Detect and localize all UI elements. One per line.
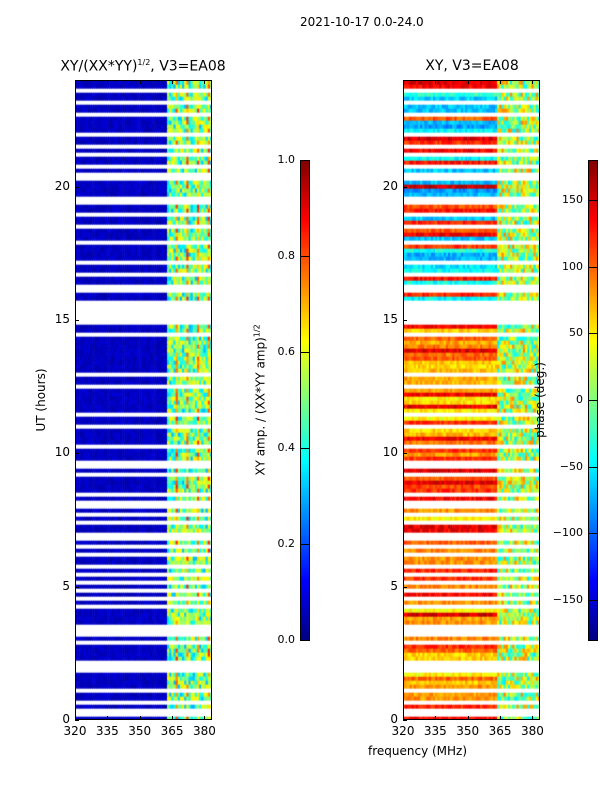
xtick-mark bbox=[532, 80, 534, 84]
xtick-label: 365 bbox=[488, 724, 512, 738]
ytick-label: 15 bbox=[382, 312, 398, 326]
ytick-mark bbox=[75, 453, 79, 455]
xtick-mark bbox=[467, 716, 469, 720]
xlabel: frequency (MHz) bbox=[368, 744, 468, 758]
colorbar-tick-label: 100 bbox=[562, 259, 583, 273]
colorbar-tick-label: 0.8 bbox=[277, 249, 296, 262]
xtick-mark bbox=[435, 716, 437, 720]
ytick-mark bbox=[75, 586, 79, 588]
colorbar-tick-label: 50 bbox=[569, 326, 583, 340]
amp-title-sup: 1/2 bbox=[137, 58, 151, 67]
ytick-mark bbox=[403, 186, 407, 188]
suptitle: 2021-10-17 0.0-24.0 bbox=[300, 15, 424, 29]
xtick-mark bbox=[500, 80, 502, 84]
xtick-label: 320 bbox=[63, 724, 87, 738]
amp-colorbar-label-sup: 1/2 bbox=[252, 324, 262, 338]
ytick-mark bbox=[403, 586, 407, 588]
xtick-mark bbox=[204, 80, 206, 84]
xtick-label: 350 bbox=[128, 724, 152, 738]
colorbar-tick-mark bbox=[588, 333, 598, 335]
xtick-mark bbox=[204, 716, 206, 720]
colorbar-tick-mark bbox=[588, 600, 598, 601]
ytick-label: 10 bbox=[382, 445, 398, 460]
amp-title-suffix: , V3=EA08 bbox=[150, 58, 226, 75]
colorbar-tick-mark bbox=[300, 448, 310, 449]
colorbar-tick-label: −150 bbox=[552, 593, 583, 606]
ytick-label: 10 bbox=[54, 445, 70, 460]
xtick-mark bbox=[500, 716, 502, 720]
ytick-mark bbox=[403, 453, 407, 455]
amp-title: XY/(XX*YY)1/2, V3=EA08 bbox=[60, 58, 225, 75]
colorbar-tick-label: 0.2 bbox=[277, 537, 296, 550]
colorbar-tick-mark bbox=[588, 400, 598, 401]
colorbar-tick-mark bbox=[300, 352, 310, 353]
colorbar-tick-label: 0.6 bbox=[277, 345, 296, 358]
colorbar-tick-mark bbox=[588, 200, 598, 201]
colorbar-tick-label: 0 bbox=[576, 393, 583, 406]
xtick-mark bbox=[107, 80, 109, 84]
phase-heatmap bbox=[403, 80, 540, 720]
xtick-mark bbox=[403, 80, 404, 84]
amp-ylabel: UT (hours) bbox=[34, 368, 48, 432]
ytick-mark bbox=[403, 320, 407, 321]
xtick-label: 320 bbox=[391, 724, 415, 738]
colorbar-tick-label: 1.0 bbox=[277, 153, 296, 166]
xtick-mark bbox=[435, 80, 437, 84]
xtick-label: 350 bbox=[456, 724, 480, 738]
xtick-mark bbox=[172, 80, 174, 84]
amp-title-text: XY/(XX*YY) bbox=[60, 58, 138, 75]
amp-colorbar-label-text: XY amp. / (XX*YY amp) bbox=[253, 337, 268, 476]
colorbar-tick-mark bbox=[588, 266, 598, 268]
ytick-mark bbox=[75, 320, 79, 321]
ytick-label: 5 bbox=[390, 578, 398, 593]
ytick-label: 20 bbox=[382, 178, 398, 193]
ytick-label: 15 bbox=[54, 312, 70, 326]
xtick-mark bbox=[75, 716, 76, 720]
xtick-label: 335 bbox=[95, 724, 119, 738]
colorbar-tick-mark bbox=[300, 256, 310, 257]
amp-colorbar-frame bbox=[300, 160, 310, 641]
phase-colorbar-label: phase (deg.) bbox=[533, 362, 547, 438]
amp-heatmap bbox=[75, 80, 212, 720]
xtick-mark bbox=[403, 716, 404, 720]
ytick-label: 0 bbox=[62, 712, 70, 726]
colorbar-tick-label: 0.4 bbox=[277, 441, 296, 454]
xtick-mark bbox=[107, 716, 109, 720]
xtick-label: 365 bbox=[160, 724, 184, 738]
colorbar-tick-label: −100 bbox=[552, 526, 583, 540]
colorbar-tick-mark bbox=[300, 160, 310, 161]
colorbar-tick-mark bbox=[300, 640, 310, 641]
xtick-mark bbox=[172, 716, 174, 720]
xtick-label: 335 bbox=[423, 724, 447, 738]
colorbar-tick-mark bbox=[588, 533, 598, 535]
ytick-mark bbox=[75, 186, 79, 188]
colorbar-tick-mark bbox=[300, 544, 310, 545]
xtick-label: 380 bbox=[192, 724, 216, 738]
ytick-label: 20 bbox=[54, 178, 70, 193]
xtick-mark bbox=[532, 716, 534, 720]
ytick-label: 0 bbox=[390, 712, 398, 726]
xtick-mark bbox=[139, 716, 141, 720]
ytick-mark bbox=[75, 720, 79, 721]
xtick-mark bbox=[467, 80, 469, 84]
amp-colorbar-label: XY amp. / (XX*YY amp)1/2 bbox=[253, 324, 268, 475]
ytick-label: 5 bbox=[62, 578, 70, 593]
colorbar-tick-label: 150 bbox=[562, 193, 583, 206]
phase-title: XY, V3=EA08 bbox=[425, 58, 519, 74]
colorbar-tick-mark bbox=[588, 466, 598, 468]
xtick-label: 380 bbox=[520, 724, 544, 738]
amp-colorbar bbox=[300, 160, 309, 640]
colorbar-tick-label: −50 bbox=[559, 459, 583, 473]
xtick-mark bbox=[139, 80, 141, 84]
xtick-mark bbox=[75, 80, 76, 84]
colorbar-tick-label: 0.0 bbox=[277, 633, 296, 646]
ytick-mark bbox=[403, 720, 407, 721]
amp-axes bbox=[75, 80, 212, 720]
phase-axes bbox=[403, 80, 540, 720]
